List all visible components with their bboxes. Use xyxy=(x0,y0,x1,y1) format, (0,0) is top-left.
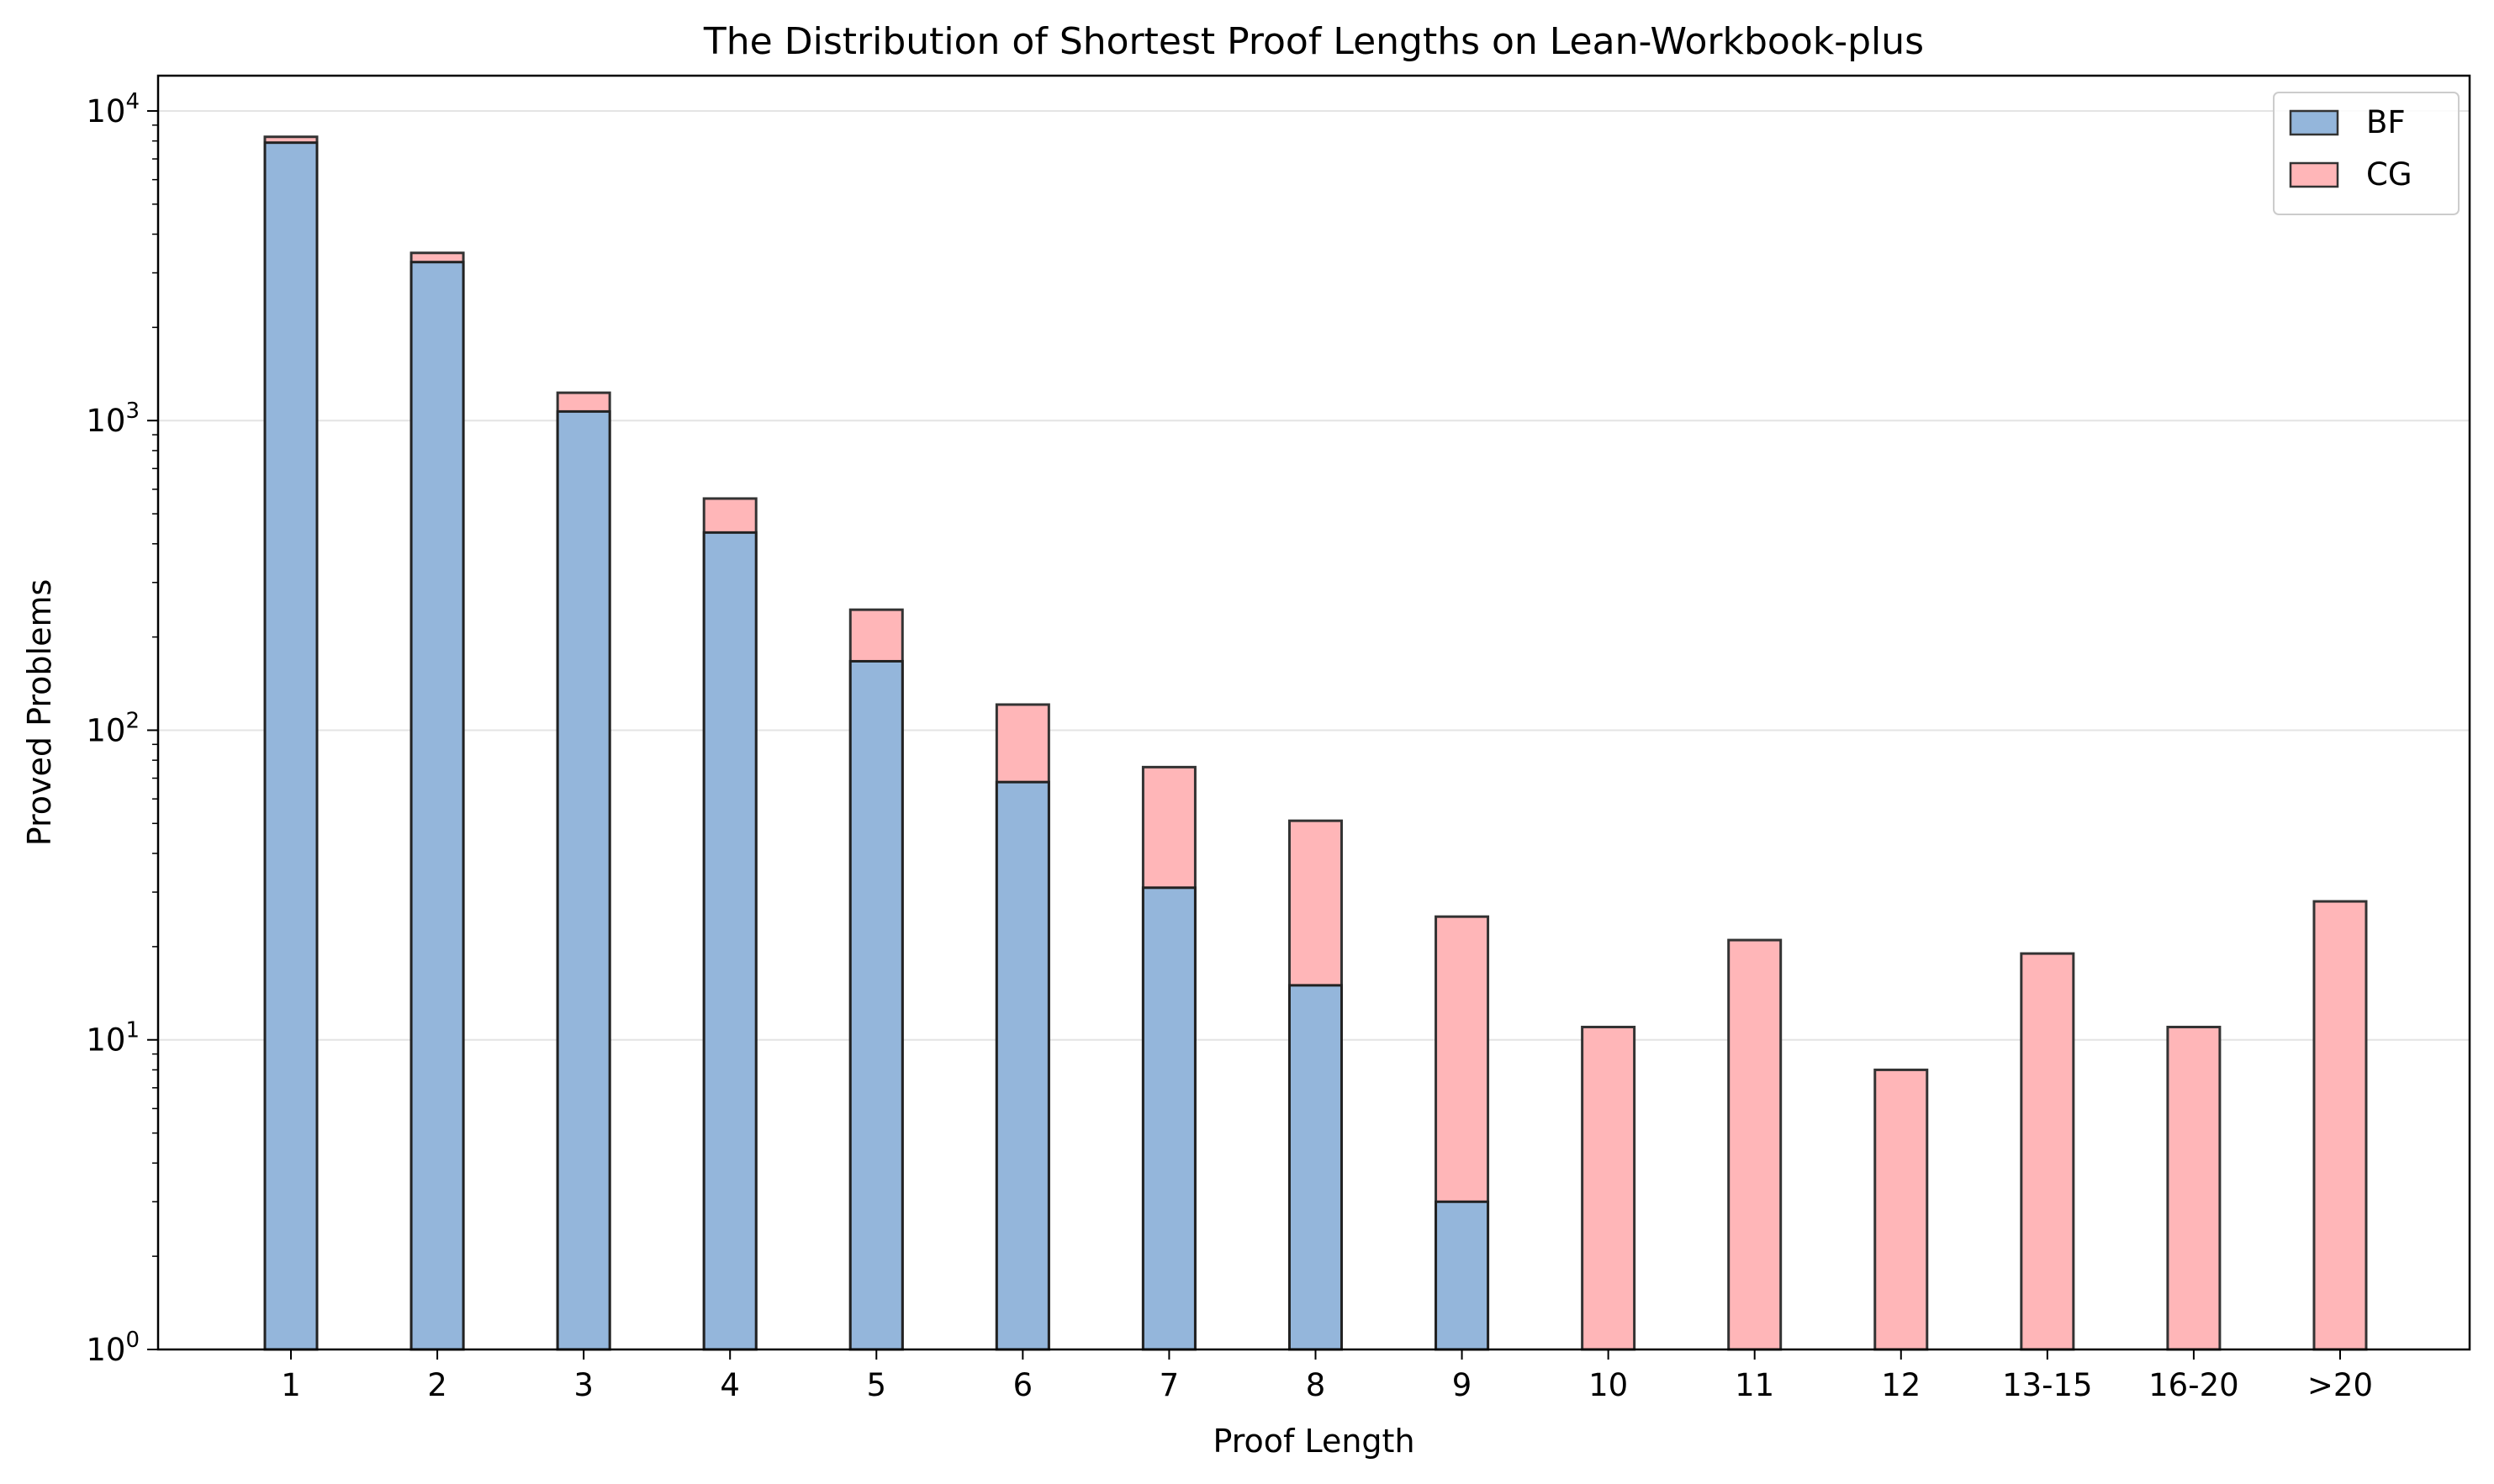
bar-bf-2 xyxy=(410,261,465,1351)
x-tick-label: 7 xyxy=(1160,1367,1180,1403)
x-axis-ticks: 1 2 3 4 5 6 7 8 9 10 11 12 13-15 16-20 >20 xyxy=(281,1349,2373,1403)
x-tick-label: 12 xyxy=(1881,1367,1921,1403)
x-tick-label: 8 xyxy=(1306,1367,1326,1403)
x-tick-label: >20 xyxy=(2307,1367,2373,1403)
y-tick-label: 100 xyxy=(86,1328,140,1368)
legend-label-bf: BF xyxy=(2366,104,2406,140)
legend: BF CG xyxy=(2273,92,2460,215)
x-tick-label: 5 xyxy=(867,1367,887,1403)
x-tick-label: 6 xyxy=(1013,1367,1033,1403)
bar-cg-12 xyxy=(1873,1068,1929,1351)
x-tick-label: 16-20 xyxy=(2148,1367,2239,1403)
bar-bf-8 xyxy=(1287,984,1343,1351)
x-tick-label: 13-15 xyxy=(2002,1367,2093,1403)
bar-bf-1 xyxy=(263,141,319,1351)
bar-bf-7 xyxy=(1141,886,1197,1351)
x-tick-label: 1 xyxy=(281,1367,301,1403)
legend-label-cg: CG xyxy=(2366,156,2412,193)
x-tick-label: 2 xyxy=(427,1367,447,1403)
y-tick-label: 101 xyxy=(86,1018,140,1059)
x-axis-label: Proof Length xyxy=(1213,1423,1414,1460)
x-tick-label: 3 xyxy=(573,1367,594,1403)
bar-cg-13-15 xyxy=(2020,952,2075,1351)
plot-area-frame xyxy=(156,74,2471,1351)
bar-bf-4 xyxy=(702,531,758,1351)
y-tick-label: 103 xyxy=(86,399,140,439)
y-axis-ticks: 100 101 102 103 104 xyxy=(86,89,158,1368)
bar-bf-5 xyxy=(848,659,904,1351)
y-tick-label: 104 xyxy=(86,89,140,129)
x-tick-label: 9 xyxy=(1452,1367,1472,1403)
x-tick-label: 10 xyxy=(1588,1367,1628,1403)
bar-bf-6 xyxy=(995,780,1050,1351)
bar-cg-10 xyxy=(1581,1025,1636,1351)
y-tick-label: 102 xyxy=(86,708,140,748)
legend-swatch-cg xyxy=(2289,161,2339,188)
y-axis-label: Proved Problems xyxy=(21,579,58,847)
chart-title: The Distribution of Shortest Proof Lengt… xyxy=(703,20,1924,63)
bar-cg->20 xyxy=(2312,900,2368,1351)
bar-cg-11 xyxy=(1727,938,1783,1351)
legend-swatch-bf xyxy=(2289,109,2339,136)
bar-cg-16-20 xyxy=(2166,1025,2222,1351)
bar-bf-3 xyxy=(556,409,611,1351)
bar-bf-9 xyxy=(1435,1200,1490,1351)
x-tick-label: 4 xyxy=(720,1367,740,1403)
x-tick-label: 11 xyxy=(1735,1367,1774,1403)
